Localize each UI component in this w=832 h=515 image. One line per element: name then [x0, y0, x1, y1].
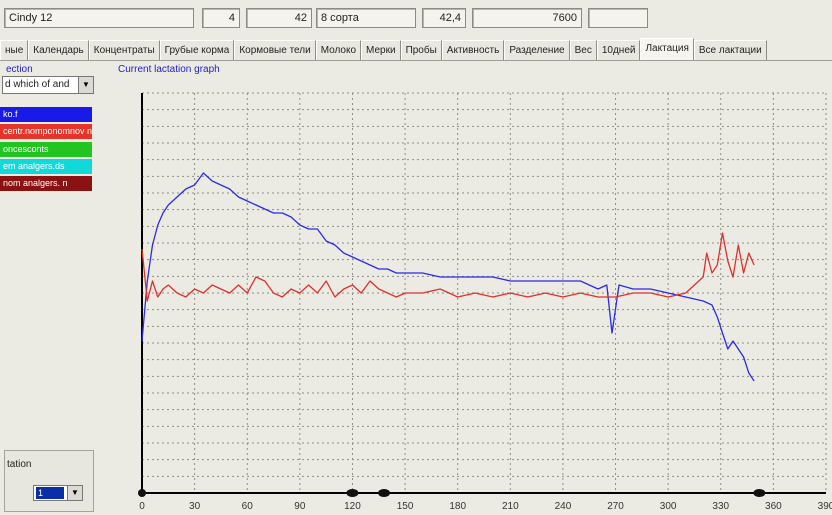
- x-tick-label: 390: [818, 501, 832, 512]
- x-tick-label: 120: [344, 501, 361, 512]
- x-tick-label: 330: [712, 501, 729, 512]
- x-tick-label: 210: [502, 501, 519, 512]
- x-tick-label: 0: [139, 501, 145, 512]
- section-label: ection: [6, 64, 33, 75]
- x-tick-label: 180: [449, 501, 466, 512]
- tab-6[interactable]: Мерки: [361, 40, 401, 60]
- chevron-down-icon[interactable]: ▼: [67, 486, 82, 500]
- tab-strip: ные Календарь Концентраты Грубые корма Кормо…: [0, 38, 832, 61]
- cow-name-field[interactable]: Cindy 12: [4, 8, 194, 28]
- tab-12[interactable]: Лактация: [640, 38, 694, 60]
- event-marker: [378, 489, 391, 497]
- lactation-box: tation 1 ▼: [4, 450, 94, 512]
- tab-8[interactable]: Активность: [441, 40, 505, 60]
- x-tick-label: 150: [397, 501, 414, 512]
- event-marker: [138, 489, 146, 497]
- x-tick-label: 270: [607, 501, 624, 512]
- event-marker: [346, 489, 359, 497]
- info-field-1: 4: [202, 8, 240, 28]
- info-field-3: 8 сорта: [316, 8, 416, 28]
- event-marker: [753, 489, 766, 497]
- info-field-5: 7600: [472, 8, 582, 28]
- x-tick-label: 60: [242, 501, 254, 512]
- x-tick-label: 360: [765, 501, 782, 512]
- chevron-down-icon[interactable]: ▼: [78, 77, 93, 93]
- info-field-6: [588, 8, 648, 28]
- x-tick-label: 240: [555, 501, 572, 512]
- cow-info-bar: Cindy 12 4 42 8 сорта 42,4 7600: [0, 0, 832, 35]
- x-tick-label: 30: [189, 501, 201, 512]
- series-item[interactable]: nom analgers. n: [0, 176, 92, 191]
- tab-7[interactable]: Пробы: [400, 40, 442, 60]
- section-select[interactable]: d which of and ▼: [2, 76, 94, 94]
- x-tick-label: 90: [294, 501, 306, 512]
- lactation-label: tation: [7, 459, 32, 470]
- series-item[interactable]: oncesconts: [0, 142, 92, 157]
- tab-1[interactable]: Календарь: [28, 40, 89, 60]
- lactation-chart: 0 30 60 90 120 150 180 210 240 270 300 330 360 390: [104, 75, 832, 515]
- tab-5[interactable]: Молоко: [315, 40, 362, 60]
- series-item[interactable]: ko.f: [0, 107, 92, 122]
- series-item[interactable]: centr.nomponomnov n: [0, 124, 92, 139]
- x-tick-label: 300: [660, 501, 677, 512]
- lactation-select-value: 1: [36, 487, 64, 499]
- tab-11[interactable]: 10дней: [596, 40, 641, 60]
- tab-0[interactable]: ные: [0, 40, 29, 60]
- section-select-value: d which of and: [5, 79, 70, 90]
- tab-4[interactable]: Кормовые тели: [234, 40, 316, 60]
- info-field-2: 42: [246, 8, 312, 28]
- lactation-select[interactable]: 1 ▼: [33, 485, 83, 501]
- tab-10[interactable]: Вес: [569, 40, 597, 60]
- left-panel: ection d which of and ▼ ko.f centr.nompon…: [0, 62, 100, 515]
- series-line-0: [141, 172, 755, 382]
- info-field-4: 42,4: [422, 8, 466, 28]
- series-line-1: [141, 232, 755, 302]
- tab-2[interactable]: Концентраты: [88, 40, 160, 60]
- series-item[interactable]: em analgers.ds: [0, 159, 92, 174]
- chart-title: Current lactation graph: [118, 64, 220, 75]
- tab-13[interactable]: Все лактации: [693, 40, 767, 60]
- tab-3[interactable]: Грубые корма: [159, 40, 235, 60]
- tab-9[interactable]: Разделение: [504, 40, 570, 60]
